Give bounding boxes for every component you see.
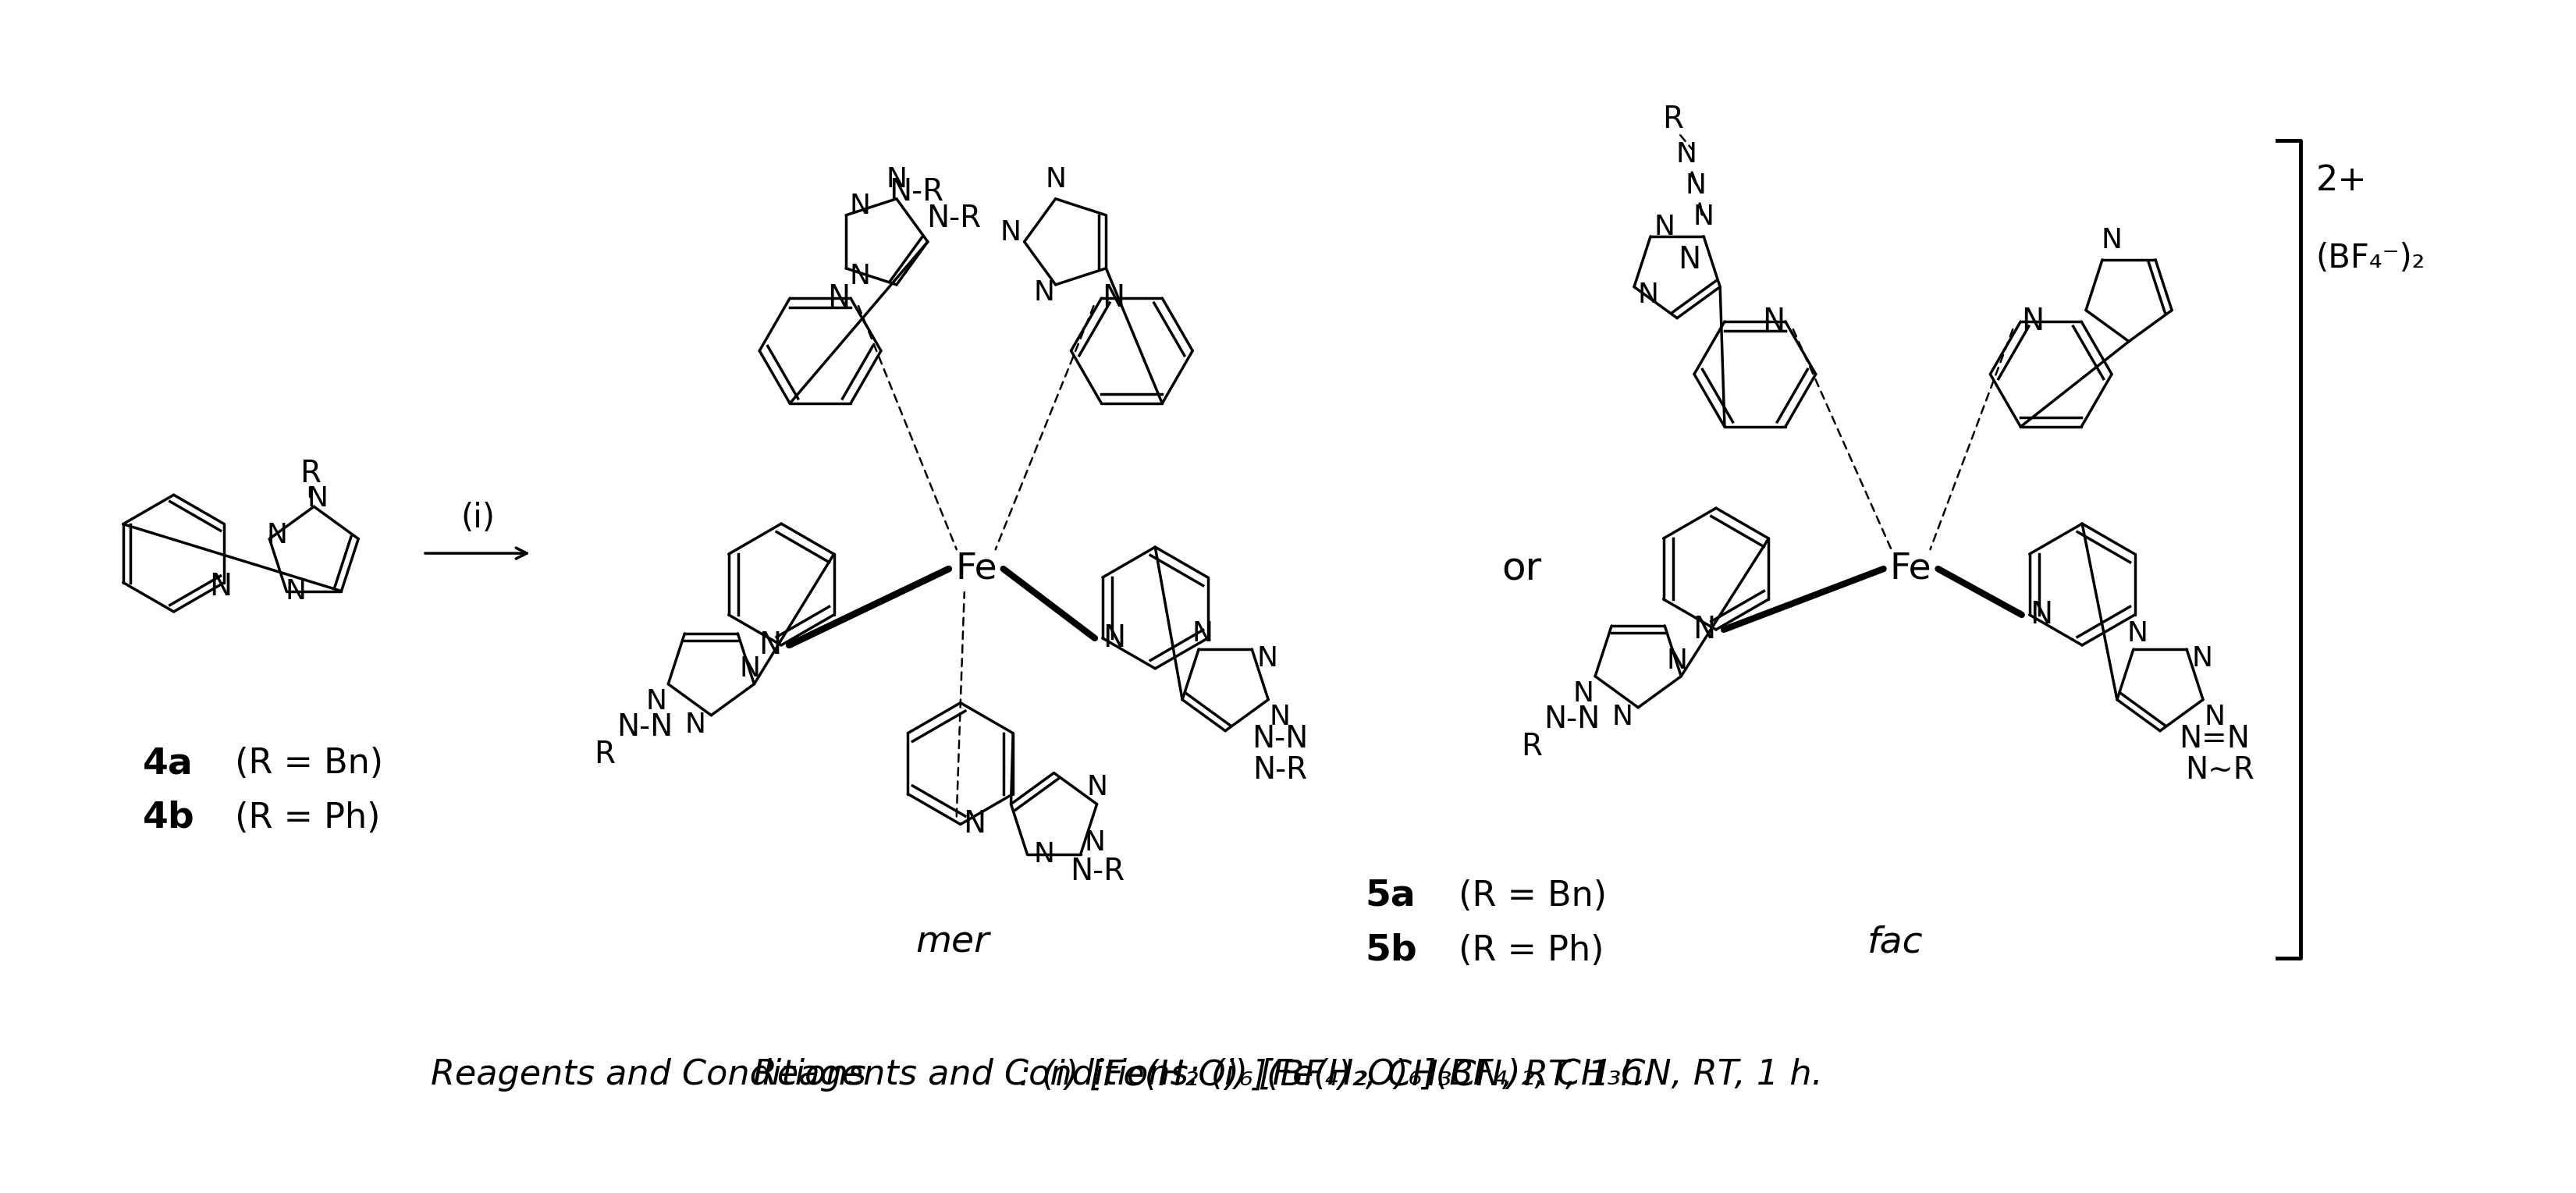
Text: N: N xyxy=(268,521,289,549)
Text: N=N: N=N xyxy=(2179,724,2251,754)
Text: N: N xyxy=(1103,284,1126,313)
Text: N: N xyxy=(685,711,706,738)
Text: Reagents and Conditions: Reagents and Conditions xyxy=(430,1058,866,1092)
Text: N: N xyxy=(999,220,1020,246)
Text: N: N xyxy=(1033,841,1056,867)
Text: Fe: Fe xyxy=(956,551,997,587)
Text: (i): (i) xyxy=(461,502,495,534)
Text: or: or xyxy=(1502,550,1540,588)
Text: R: R xyxy=(299,459,319,489)
Text: N: N xyxy=(1692,204,1713,230)
Text: N: N xyxy=(286,577,307,605)
Text: Fe: Fe xyxy=(1891,551,1932,587)
Text: N-N: N-N xyxy=(616,712,672,742)
Text: N: N xyxy=(2022,307,2043,336)
Text: mer: mer xyxy=(917,925,989,960)
Text: N: N xyxy=(1574,680,1595,706)
Text: N: N xyxy=(307,486,327,512)
Text: N: N xyxy=(757,630,781,660)
Text: N: N xyxy=(1087,774,1108,801)
Text: N: N xyxy=(963,810,987,839)
Text: N: N xyxy=(1193,620,1213,647)
Text: (R = Bn): (R = Bn) xyxy=(1448,879,1607,913)
Text: N: N xyxy=(209,571,232,601)
Text: R: R xyxy=(1520,731,1543,761)
Text: N: N xyxy=(1046,166,1066,192)
Text: 5b: 5b xyxy=(1365,933,1417,968)
Text: N: N xyxy=(2128,620,2148,647)
Text: N∼R: N∼R xyxy=(2184,755,2254,785)
Text: N: N xyxy=(1257,645,1278,672)
Text: N-R: N-R xyxy=(927,204,981,233)
Text: 5a: 5a xyxy=(1365,878,1417,914)
Text: N: N xyxy=(1613,704,1633,730)
Text: N: N xyxy=(827,284,850,313)
Text: N: N xyxy=(739,655,760,681)
Text: N: N xyxy=(1677,141,1698,168)
Text: N: N xyxy=(1033,279,1054,305)
Text: N: N xyxy=(2205,704,2226,730)
Text: N: N xyxy=(1685,173,1705,199)
Text: 4b: 4b xyxy=(142,801,196,835)
Text: N: N xyxy=(850,192,871,220)
Text: N: N xyxy=(1692,614,1716,644)
Text: (R = Ph): (R = Ph) xyxy=(224,802,381,835)
Text: fac: fac xyxy=(1868,925,1924,960)
Text: N: N xyxy=(647,688,667,715)
Text: N: N xyxy=(1103,624,1126,653)
Text: N: N xyxy=(1638,282,1659,308)
Text: N-N: N-N xyxy=(1543,704,1600,734)
Text: N-R: N-R xyxy=(889,177,943,206)
Text: (R = Ph): (R = Ph) xyxy=(1448,934,1605,968)
Text: N-R: N-R xyxy=(1069,857,1126,886)
Text: N: N xyxy=(850,262,871,290)
Text: 2+: 2+ xyxy=(2316,163,2367,197)
Text: N: N xyxy=(1270,704,1291,730)
Text: N-N: N-N xyxy=(1252,724,1309,754)
Text: (R = Bn): (R = Bn) xyxy=(224,747,384,780)
Text: N: N xyxy=(1762,307,1785,336)
Text: R: R xyxy=(595,740,616,769)
Text: N: N xyxy=(2192,645,2213,672)
Text: N: N xyxy=(1677,245,1700,274)
Text: (BF₄⁻)₂: (BF₄⁻)₂ xyxy=(2316,242,2427,274)
Text: 4a: 4a xyxy=(142,746,193,781)
Text: : (i) [Fe(H₂O)₆](BF₄)₂, CH₃CN, RT, 1 h.: : (i) [Fe(H₂O)₆](BF₄)₂, CH₃CN, RT, 1 h. xyxy=(1020,1058,1654,1092)
Text: N: N xyxy=(2102,227,2123,253)
Text: R: R xyxy=(1662,105,1682,135)
Text: Reagents and Conditions: (i) [Fe(H₂O)₆](BF₄)₂, CH₃CN, RT, 1 h.: Reagents and Conditions: (i) [Fe(H₂O)₆](… xyxy=(752,1058,1821,1092)
Text: N: N xyxy=(1667,648,1687,674)
Text: N: N xyxy=(1654,214,1674,240)
Text: N: N xyxy=(1084,829,1105,857)
Text: N: N xyxy=(886,166,907,192)
Text: N-R: N-R xyxy=(1252,755,1306,785)
Text: N: N xyxy=(2030,600,2053,630)
